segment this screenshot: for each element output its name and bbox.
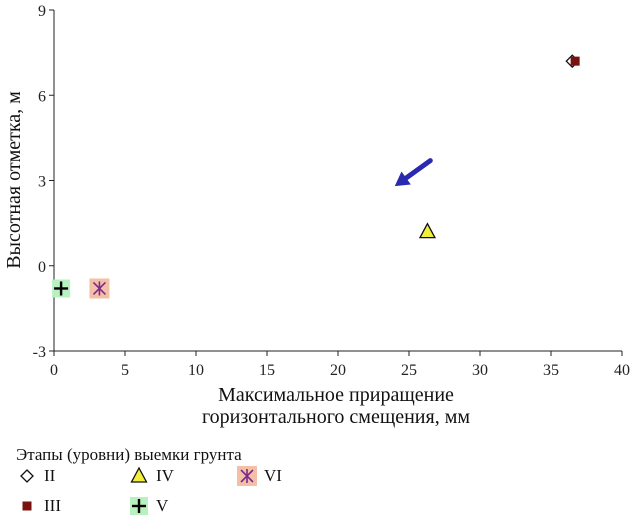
legend-item-VI: VI <box>236 465 282 487</box>
legend-item-IV: IV <box>128 465 174 487</box>
legend-marker-VI <box>237 466 257 486</box>
point-IV <box>418 222 437 239</box>
legend-symbol <box>237 466 257 486</box>
legend-symbol <box>22 501 32 511</box>
y-tick-label: 0 <box>38 259 46 276</box>
annotations <box>394 158 433 187</box>
x-tick-label: 0 <box>50 362 58 379</box>
legend-marker-III <box>22 501 32 511</box>
x-tick-label: 30 <box>472 362 488 379</box>
legend-marker-II <box>20 469 34 483</box>
legend-title: Этапы (уровни) выемки грунта <box>16 445 242 464</box>
legend-label: III <box>44 496 61 515</box>
data-points <box>52 54 580 299</box>
x-tick-label: 35 <box>543 362 559 379</box>
legend-marker-IV <box>130 466 148 483</box>
y-tick-label: 9 <box>38 3 46 20</box>
legend-symbol <box>130 466 148 483</box>
legend-item-V: V <box>128 495 168 517</box>
legend-label: IV <box>156 466 174 485</box>
x-tick-label: 15 <box>259 362 275 379</box>
x-tick-label: 25 <box>401 362 417 379</box>
legend-label: VI <box>264 466 282 485</box>
x-tick-label: 5 <box>121 362 129 379</box>
legend-symbol <box>130 497 148 515</box>
axes <box>49 9 623 356</box>
legend-item-III: III <box>16 495 61 517</box>
y-tick-label: 3 <box>38 174 46 191</box>
x-tick-label: 20 <box>330 362 346 379</box>
x-axis-label-line2: горизонтального смещения, мм <box>202 406 470 428</box>
y-tick-label: -3 <box>33 344 46 361</box>
point-III <box>570 56 580 66</box>
x-tick-label: 10 <box>188 362 204 379</box>
x-tick-label: 40 <box>614 362 630 379</box>
legend-item-II: II <box>16 465 55 487</box>
y-tick-label: 6 <box>38 88 46 105</box>
legend-label: V <box>156 496 169 515</box>
legend-symbol <box>20 469 34 483</box>
y-axis-label: Высотная отметка, м <box>3 91 25 269</box>
annotation-arrow <box>394 158 433 187</box>
legend-marker-V <box>130 497 148 515</box>
legend-label: II <box>44 466 56 485</box>
point-VI <box>89 278 110 299</box>
x-axis-label-line1: Максимальное приращение <box>218 384 454 406</box>
point-V <box>52 279 71 298</box>
